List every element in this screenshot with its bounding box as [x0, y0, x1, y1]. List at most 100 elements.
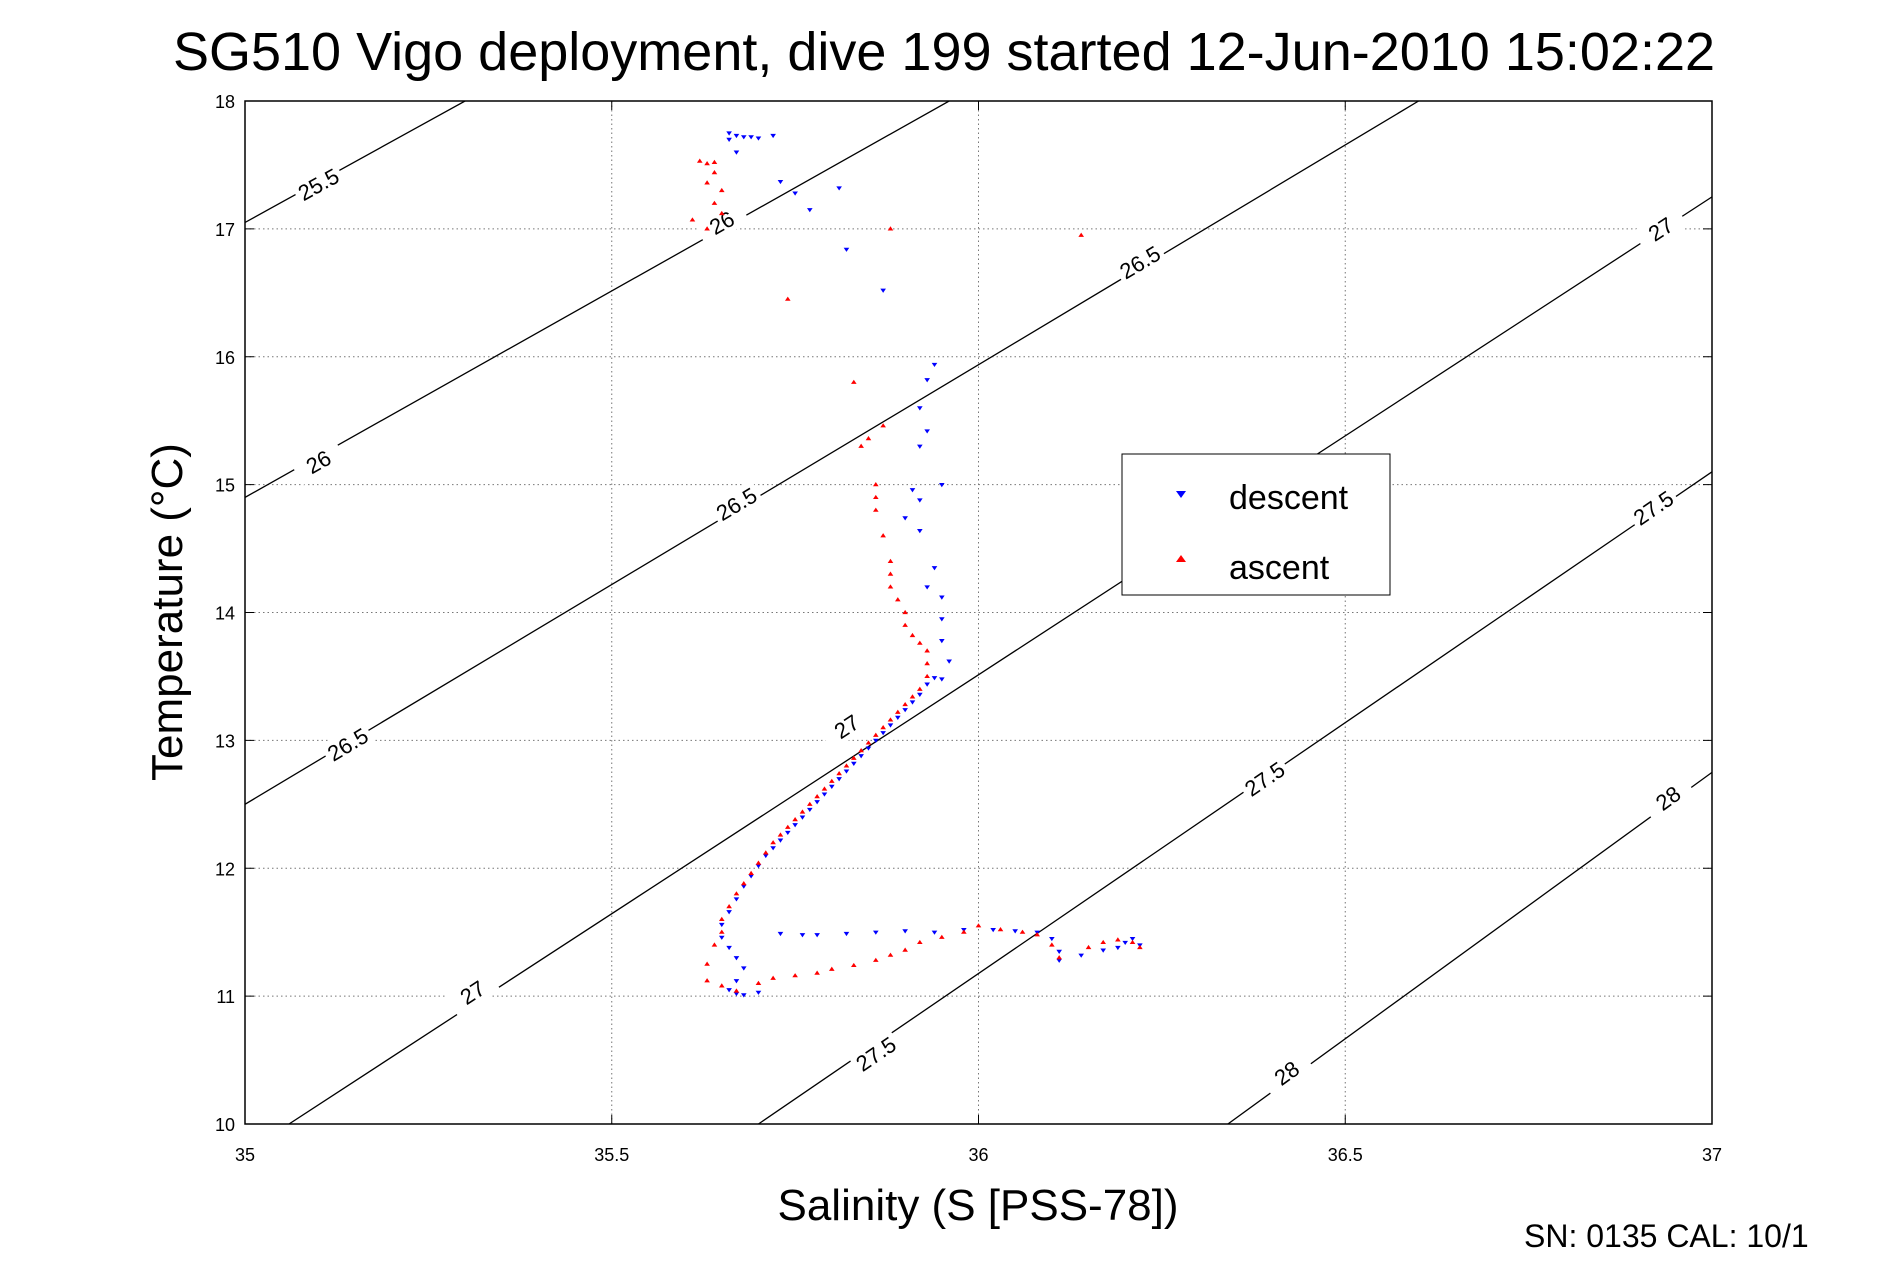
contour-label-background [1258, 1047, 1315, 1099]
contour-label-background [1625, 482, 1682, 533]
descent-point [836, 777, 842, 782]
descent-point [1056, 958, 1062, 963]
descent-point [939, 677, 945, 682]
ascent-point [718, 187, 725, 193]
descent-point [924, 682, 930, 687]
ascent-point [836, 771, 842, 776]
ascent-point [902, 609, 908, 615]
density-contour-line [245, 101, 466, 224]
x-tick-label: 36 [968, 1145, 988, 1165]
contour-label-background [1111, 238, 1168, 287]
ascent-point [851, 379, 857, 384]
ascent-point [755, 980, 762, 985]
ascent-point [1019, 929, 1026, 934]
descent-point [718, 935, 725, 940]
ascent-point [792, 973, 798, 978]
ascent-point [909, 632, 916, 638]
descent-point [777, 838, 784, 843]
ascent-point [770, 975, 776, 980]
ascent-point [880, 724, 886, 730]
contour-label-background [290, 438, 347, 486]
y-tick-label: 17 [215, 220, 235, 240]
ascent-point [718, 983, 725, 988]
descent-point [733, 133, 740, 139]
descent-point [755, 864, 762, 869]
ascent-point [902, 947, 908, 952]
descent-point [895, 715, 901, 720]
ascent-point [806, 801, 813, 806]
y-tick-label: 12 [215, 859, 235, 879]
ascent-point [880, 423, 886, 428]
descent-point [821, 792, 828, 797]
y-axis-title: Temperature (°C) [143, 443, 192, 781]
ascent-point [865, 740, 872, 745]
descent-point [865, 746, 872, 751]
density-contour-line [288, 196, 1712, 1124]
ascent-point [873, 507, 879, 512]
ascent-point [829, 966, 835, 971]
ascent-point [711, 200, 718, 205]
descent-point [792, 823, 798, 828]
ascent-point [851, 962, 857, 968]
descent-point [1122, 940, 1128, 946]
descent-point [718, 922, 725, 928]
ascent-point [704, 978, 710, 983]
ascent-point [704, 226, 710, 231]
legend-descent-label: descent [1229, 479, 1349, 517]
ascent-point [748, 870, 754, 875]
ascent-point [939, 934, 945, 939]
descent-point [1056, 949, 1062, 954]
descent-point [1049, 936, 1055, 942]
descent-point [740, 135, 747, 140]
contour-label-background [290, 160, 347, 208]
legend-box [1121, 453, 1391, 596]
descent-point [829, 784, 835, 790]
descent-point [880, 731, 886, 736]
ascent-point [718, 929, 725, 934]
descent-point [843, 931, 850, 937]
ascent-point [917, 640, 923, 645]
descent-point [939, 483, 945, 488]
ascent-point [887, 226, 894, 231]
descent-point [748, 874, 754, 879]
grid-lines [245, 101, 1712, 1124]
descent-point [931, 362, 938, 368]
descent-point [726, 945, 732, 951]
descent-point [939, 639, 945, 644]
descent-point [726, 910, 732, 915]
ascent-point [704, 961, 710, 966]
ascent-point [814, 970, 820, 975]
ascent-point [902, 701, 908, 707]
ascent-point [711, 942, 718, 947]
ascent-point [895, 597, 901, 602]
descent-point [733, 991, 740, 997]
ascent-point [924, 661, 930, 666]
contour-label-background [847, 1028, 904, 1079]
ascent-point [711, 159, 718, 164]
ascent-point [784, 824, 791, 829]
ascent-point [689, 217, 696, 222]
ascent-point [1100, 939, 1106, 945]
ascent-point [718, 916, 725, 921]
legend: descent ascent [1121, 453, 1391, 596]
ascent-point [887, 584, 894, 589]
ascent-point [1085, 944, 1092, 950]
ascent-point [762, 850, 769, 855]
chart-title: SG510 Vigo deployment, dive 199 started … [173, 22, 1715, 82]
descent-point [740, 966, 747, 971]
descent-point [770, 133, 776, 139]
ascent-point [873, 732, 879, 737]
descent-point [917, 444, 923, 449]
descent-point [902, 929, 908, 934]
y-tick-label: 18 [215, 92, 235, 112]
descent-point [740, 884, 747, 889]
descent-point [733, 897, 740, 902]
ascent-point [909, 694, 916, 699]
ascent-point [784, 296, 791, 301]
descent-point [909, 488, 916, 493]
ascent-point [887, 717, 894, 722]
descent-point [762, 853, 769, 859]
ascent-point [704, 161, 710, 166]
ascent-point [887, 558, 894, 563]
descent-point [1115, 945, 1121, 951]
